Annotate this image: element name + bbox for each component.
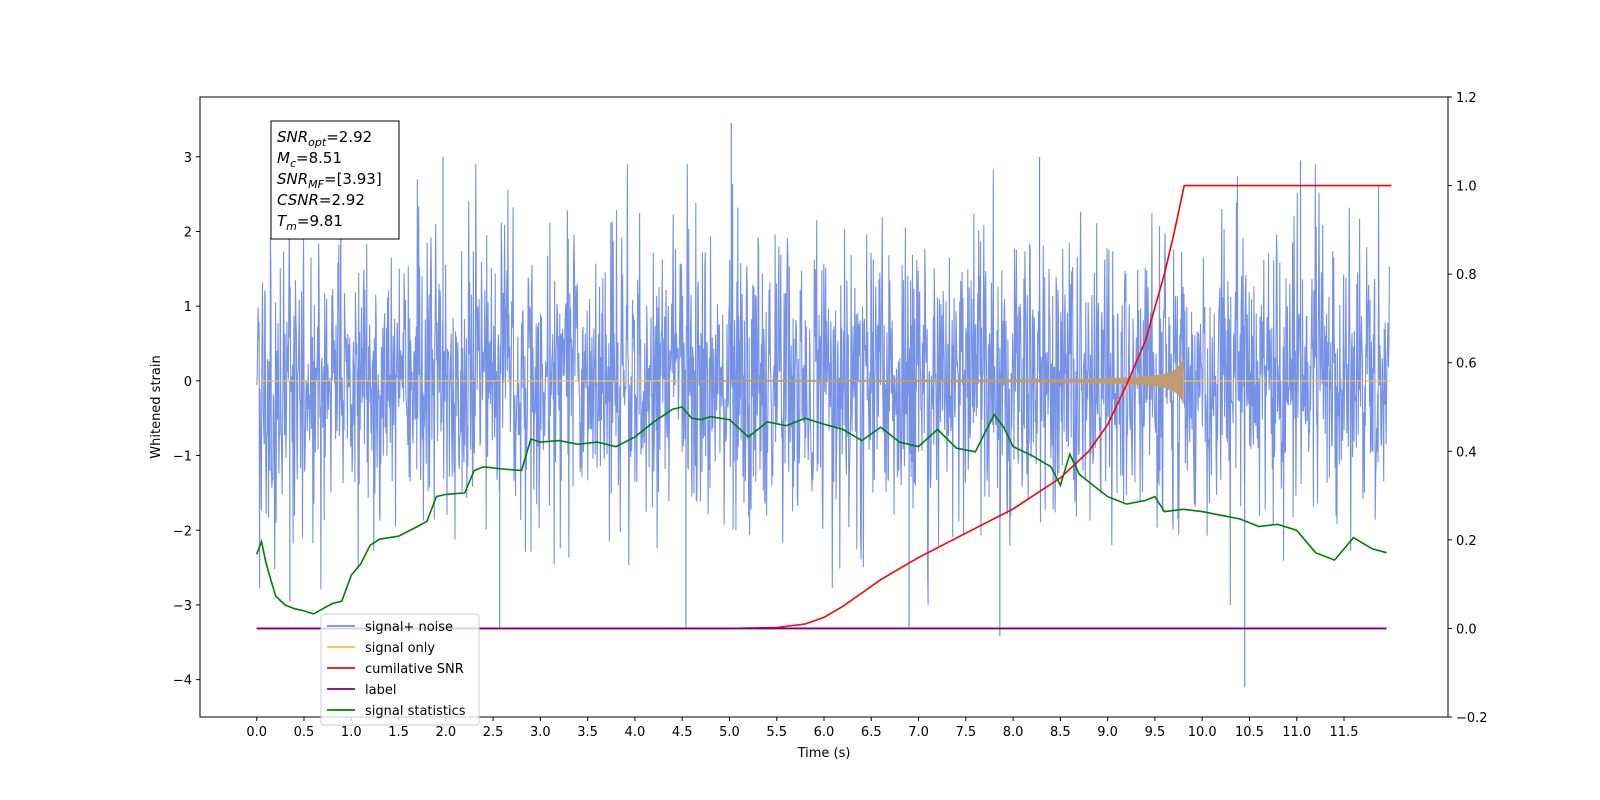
x-tick-label-12: 6.0 — [814, 725, 835, 740]
noise-layer — [256, 123, 1390, 688]
y-axis-left: 3 2 1 0 −1 −2 −3 −4 — [173, 151, 200, 689]
legend-label-3: label — [365, 683, 396, 698]
signal-statistics-line — [255, 406, 1387, 615]
annotation-value: =8.51 — [296, 149, 342, 167]
annotation-symbol: SNR — [277, 128, 308, 146]
annotation-value: =2.92 — [319, 191, 365, 209]
annotation-value: =[3.93] — [324, 170, 382, 188]
y2-tick-label-1: 1.0 — [1456, 180, 1477, 195]
annotation-subscript: c — [290, 157, 296, 170]
y-tick-label-4: −1 — [173, 450, 192, 465]
x-tick-label-4: 2.0 — [435, 725, 456, 740]
y-tick-label-7: −4 — [173, 674, 192, 689]
annotation-box: SNRopt=2.92Mc=8.51SNRMF=[3.93]CSNR=2.92T… — [270, 120, 400, 240]
stats-layer — [255, 406, 1387, 615]
x-tick-label-15: 7.5 — [955, 725, 976, 740]
x-tick-label-8: 4.0 — [625, 725, 646, 740]
x-tick-label-5: 2.5 — [483, 725, 504, 740]
y2-tick-label-2: 0.8 — [1456, 268, 1477, 283]
x-tick-label-0: 0.0 — [246, 725, 267, 740]
x-tick-label-22: 11.0 — [1282, 725, 1311, 740]
x-tick-label-6: 3.0 — [530, 725, 551, 740]
annotation-subscript: m — [286, 220, 297, 233]
x-tick-label-11: 5.5 — [766, 725, 787, 740]
y-tick-label-1: 2 — [184, 225, 192, 240]
signal-layer — [256, 357, 1390, 404]
annotation-line-4: Tm=9.81 — [277, 212, 343, 233]
annotation-frame — [270, 120, 400, 240]
y2-tick-label-0: 1.2 — [1456, 91, 1477, 106]
y2-tick-label-6: 0.0 — [1456, 622, 1477, 637]
legend-label-2: cumilative SNR — [365, 662, 464, 677]
y2-tick-label-5: 0.2 — [1456, 534, 1477, 549]
y-tick-label-2: 1 — [184, 300, 192, 315]
x-tick-label-23: 11.5 — [1330, 725, 1359, 740]
y2-tick-label-7: −0.2 — [1456, 711, 1488, 726]
y-tick-label-0: 3 — [184, 151, 192, 166]
y2-tick-label-4: 0.4 — [1456, 445, 1477, 460]
x-tick-label-16: 8.0 — [1003, 725, 1024, 740]
csnr-layer — [256, 184, 1392, 630]
annotation-symbol: SNR — [277, 170, 308, 188]
x-axis-label: Time (s) — [797, 746, 851, 761]
annotation-subscript: MF — [308, 178, 324, 191]
x-tick-label-19: 9.5 — [1145, 725, 1166, 740]
x-tick-label-2: 1.0 — [341, 725, 362, 740]
annotation-subscript: opt — [308, 136, 327, 149]
x-tick-label-7: 3.5 — [577, 725, 598, 740]
legend-label-4: signal statistics — [365, 704, 466, 719]
noise-trace — [256, 164, 1390, 606]
legend-label-1: signal only — [365, 641, 435, 656]
y-tick-label-6: −3 — [173, 599, 192, 614]
x-tick-label-10: 5.0 — [719, 725, 740, 740]
annotation-line-0: SNRopt=2.92 — [277, 128, 372, 149]
legend: signal+ noise signal only cumilative SNR la… — [320, 613, 480, 726]
y-tick-label-3: 0 — [184, 375, 192, 390]
x-tick-label-20: 10.0 — [1188, 725, 1217, 740]
annotation-line-3: CSNR=2.92 — [277, 191, 365, 209]
annotation-symbol: M — [277, 149, 290, 167]
annotation-symbol: CSNR — [277, 191, 319, 209]
annotation-line-2: SNRMF=[3.93] — [277, 170, 382, 191]
y-axis-label: Whitened strain — [149, 355, 164, 458]
legend-label-0: signal+ noise — [365, 620, 453, 635]
x-tick-label-17: 8.5 — [1050, 725, 1071, 740]
annotation-value: =9.81 — [297, 212, 343, 230]
y2-tick-label-3: 0.6 — [1456, 357, 1477, 372]
x-tick-label-1: 0.5 — [294, 725, 315, 740]
signal-chirp — [681, 357, 1184, 404]
annotation-symbol: T — [277, 212, 288, 230]
x-tick-label-9: 4.5 — [672, 725, 693, 740]
y-axis-right: 1.2 1.0 0.8 0.6 0.4 0.2 0.0 −0.2 — [1448, 91, 1488, 726]
x-tick-label-18: 9.0 — [1097, 725, 1118, 740]
legend-frame — [320, 613, 480, 726]
annotation-line-1: Mc=8.51 — [277, 149, 342, 170]
cumulative-snr-line — [256, 184, 1392, 630]
y-tick-label-5: −2 — [173, 524, 192, 539]
x-tick-label-21: 10.5 — [1235, 725, 1264, 740]
x-tick-label-3: 1.5 — [388, 725, 409, 740]
x-tick-label-13: 6.5 — [861, 725, 882, 740]
annotation-value: =2.92 — [326, 128, 372, 146]
x-tick-label-14: 7.0 — [908, 725, 929, 740]
